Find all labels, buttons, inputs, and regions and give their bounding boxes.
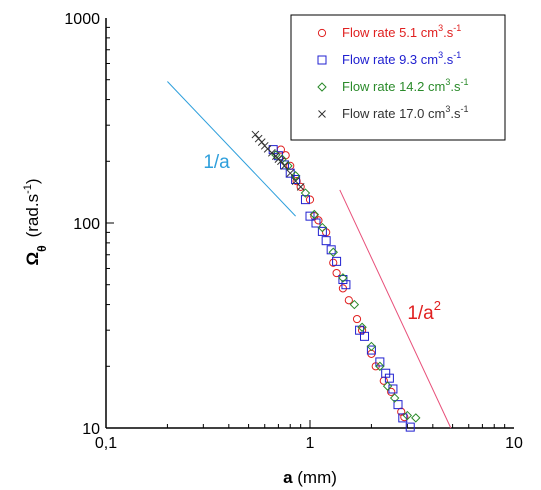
data-point bbox=[402, 410, 413, 421]
data-point bbox=[382, 381, 393, 391]
data-point bbox=[277, 157, 285, 166]
data-point bbox=[389, 393, 400, 403]
data-point bbox=[344, 296, 353, 305]
data-point bbox=[366, 341, 377, 352]
data-point bbox=[405, 422, 415, 432]
data-point bbox=[393, 400, 403, 410]
data-point bbox=[300, 188, 311, 198]
legend-label: Flow rate 5.1 cm3.s-1 bbox=[342, 23, 461, 40]
y-tick-label: 1000 bbox=[64, 11, 100, 28]
data-point bbox=[338, 273, 348, 283]
data-point bbox=[332, 268, 341, 278]
x-tick-label: 1 bbox=[306, 435, 315, 452]
data-point bbox=[360, 331, 370, 341]
data-point bbox=[338, 275, 348, 285]
legend-label: Flow rate 17.0 cm3.s-1 bbox=[342, 104, 468, 121]
data-point bbox=[384, 373, 394, 383]
data-point bbox=[387, 387, 396, 397]
legend: Flow rate 5.1 cm3.s-1 Flow rate 9.3 cm3.s… bbox=[290, 14, 506, 141]
data-point bbox=[375, 357, 385, 367]
x-tick-label: 10 bbox=[505, 435, 523, 452]
data-point bbox=[268, 145, 278, 155]
y-tick-label: 10 bbox=[82, 421, 100, 438]
legend-marker bbox=[317, 82, 327, 92]
data-point bbox=[300, 195, 310, 205]
data-point bbox=[296, 182, 305, 192]
data-point bbox=[309, 209, 320, 220]
data-point bbox=[398, 413, 408, 423]
data-point bbox=[281, 151, 290, 160]
data-point bbox=[311, 218, 321, 228]
data-point bbox=[305, 195, 315, 204]
legend-box bbox=[290, 14, 506, 141]
annotation-1: 1/a bbox=[203, 152, 230, 173]
series-2 bbox=[268, 145, 415, 432]
data-point bbox=[328, 247, 338, 257]
x-axis-title: a (mm) bbox=[283, 468, 337, 487]
data-points bbox=[251, 130, 421, 432]
data-point bbox=[290, 171, 301, 181]
data-point bbox=[317, 222, 328, 233]
legend-marker bbox=[317, 55, 327, 65]
data-point bbox=[375, 361, 385, 371]
data-point bbox=[296, 183, 305, 191]
data-point bbox=[352, 314, 362, 324]
data-point bbox=[321, 236, 331, 246]
reference-line-1 bbox=[167, 81, 296, 217]
reference-line-2 bbox=[339, 189, 452, 429]
data-point bbox=[411, 413, 421, 423]
data-point bbox=[349, 299, 360, 310]
annotation-2: 1/a2 bbox=[407, 298, 441, 324]
data-point bbox=[314, 216, 323, 225]
data-point bbox=[305, 211, 315, 221]
data-point bbox=[286, 169, 295, 178]
data-point bbox=[341, 280, 351, 290]
data-point bbox=[251, 130, 260, 139]
annotations: 1/a 1/a2 bbox=[203, 152, 441, 324]
legend-marker bbox=[318, 110, 326, 118]
legend-marker bbox=[317, 28, 327, 38]
axis-ticks: 0,1 1 10 10 100 1000 bbox=[64, 11, 523, 452]
data-point bbox=[291, 175, 301, 185]
legend-label: Flow rate 14.2 cm3.s-1 bbox=[342, 77, 468, 94]
x-tick-label: 0,1 bbox=[95, 435, 117, 452]
data-point bbox=[317, 226, 327, 236]
series-4 bbox=[251, 130, 305, 191]
reference-lines bbox=[167, 81, 452, 429]
data-point bbox=[366, 345, 376, 355]
y-axis-title: Ωθ(rad.s-1) bbox=[22, 178, 49, 265]
legend-label: Flow rate 9.3 cm3.s-1 bbox=[342, 50, 461, 67]
data-point bbox=[280, 162, 289, 170]
data-point bbox=[332, 256, 342, 266]
data-point bbox=[329, 258, 338, 267]
y-tick-label: 100 bbox=[73, 216, 100, 233]
data-point bbox=[357, 322, 367, 332]
data-point bbox=[292, 177, 301, 186]
